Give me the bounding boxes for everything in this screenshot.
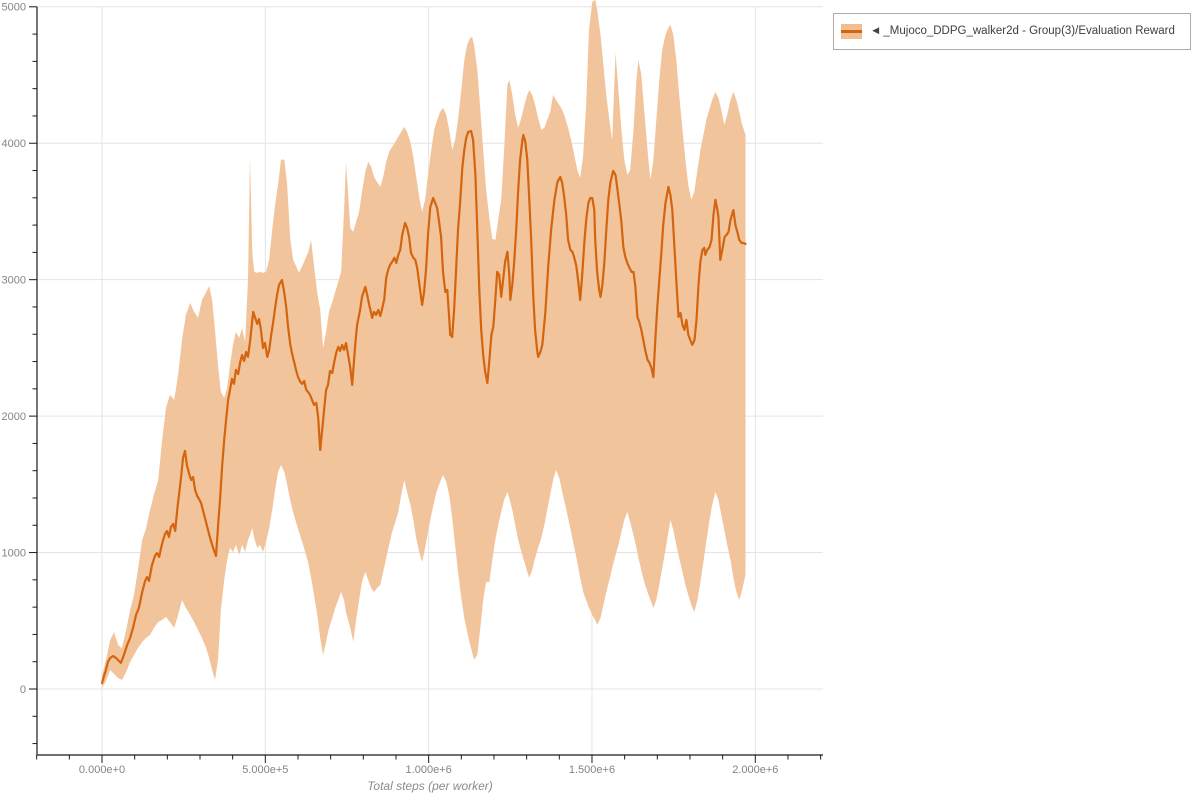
- x-tick-label: 5.000e+5: [242, 764, 288, 776]
- series-name: _Mujoco_DDPG_walker2d - Group(3)/Evaluat…: [883, 25, 1175, 37]
- mean-reward-line: [100, 129, 747, 685]
- y-tick-label: 0: [20, 684, 26, 696]
- y-tick-label: 5000: [2, 2, 26, 14]
- x-tick-label: 2.000e+6: [732, 764, 778, 776]
- x-tick-label: 1.000e+6: [406, 764, 452, 776]
- y-tick-label: 1000: [2, 547, 26, 559]
- collapse-triangle-icon: ◄: [870, 25, 882, 37]
- x-tick-label: 1.500e+6: [569, 764, 615, 776]
- x-tick-label: 0.000e+0: [79, 764, 125, 776]
- y-tick-label: 3000: [2, 274, 26, 286]
- x-axis-title: Total steps (per worker): [367, 779, 493, 793]
- series-swatch-icon: [841, 24, 862, 39]
- y-tick-label: 2000: [2, 411, 26, 423]
- y-tick-label: 4000: [2, 138, 26, 150]
- confidence-band: [102, 0, 746, 688]
- series-line-icon: [841, 30, 862, 33]
- legend: ◄ _Mujoco_DDPG_walker2d - Group(3)/Evalua…: [833, 13, 1191, 50]
- legend-item[interactable]: ◄ _Mujoco_DDPG_walker2d - Group(3)/Evalua…: [870, 21, 1175, 42]
